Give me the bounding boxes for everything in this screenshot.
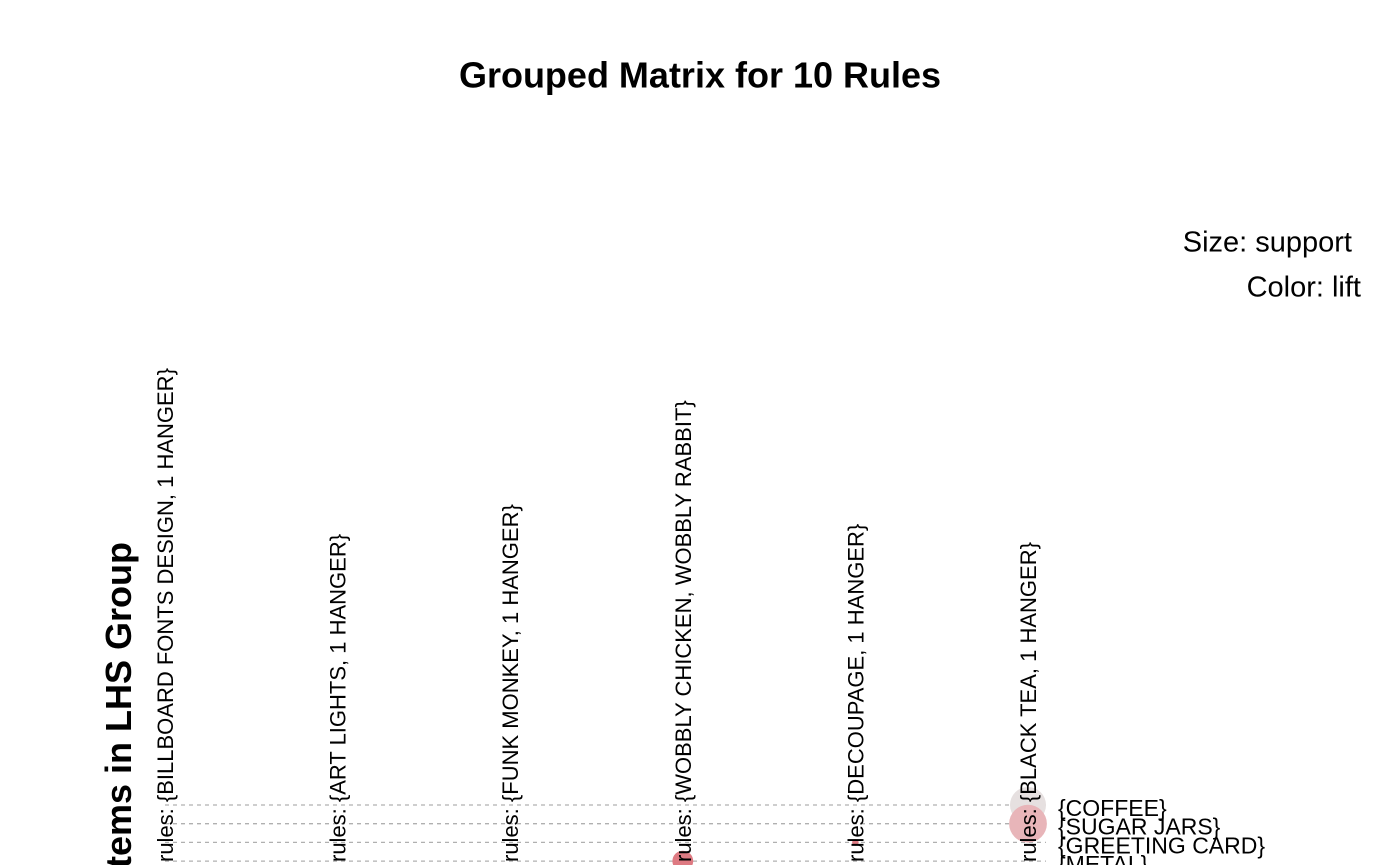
color-legend: Color: lift [1247,272,1361,304]
row-label: {METAL} [1058,851,1149,865]
row-label: {COFFEE} [1058,795,1167,821]
rule-point [852,839,859,846]
rule-point [672,850,694,865]
column-label: rules: {FUNK MONKEY, 1 HANGER} [498,504,523,862]
row-label: {GREETING CARD} [1058,832,1265,858]
row-label: {SUGAR JARS} [1058,814,1221,840]
column-label: rules: {WOBBLY CHICKEN, WOBBLY RABBIT} [671,400,696,862]
y-axis-label: Items in LHS Group [98,542,139,865]
column-label: rules: {DECOUPAGE, 1 HANGER} [843,524,868,862]
size-legend: Size: support [1183,227,1352,259]
column-label: rules: {ART LIGHTS, 1 HANGER} [326,534,351,862]
chart-title: Grouped Matrix for 10 Rules [459,55,941,96]
rule-point [1009,804,1047,843]
column-label: rules: {BILLBOARD FONTS DESIGN, 1 HANGER… [153,368,178,862]
column-label: rules: {BLACK TEA, 1 HANGER} [1016,542,1041,862]
